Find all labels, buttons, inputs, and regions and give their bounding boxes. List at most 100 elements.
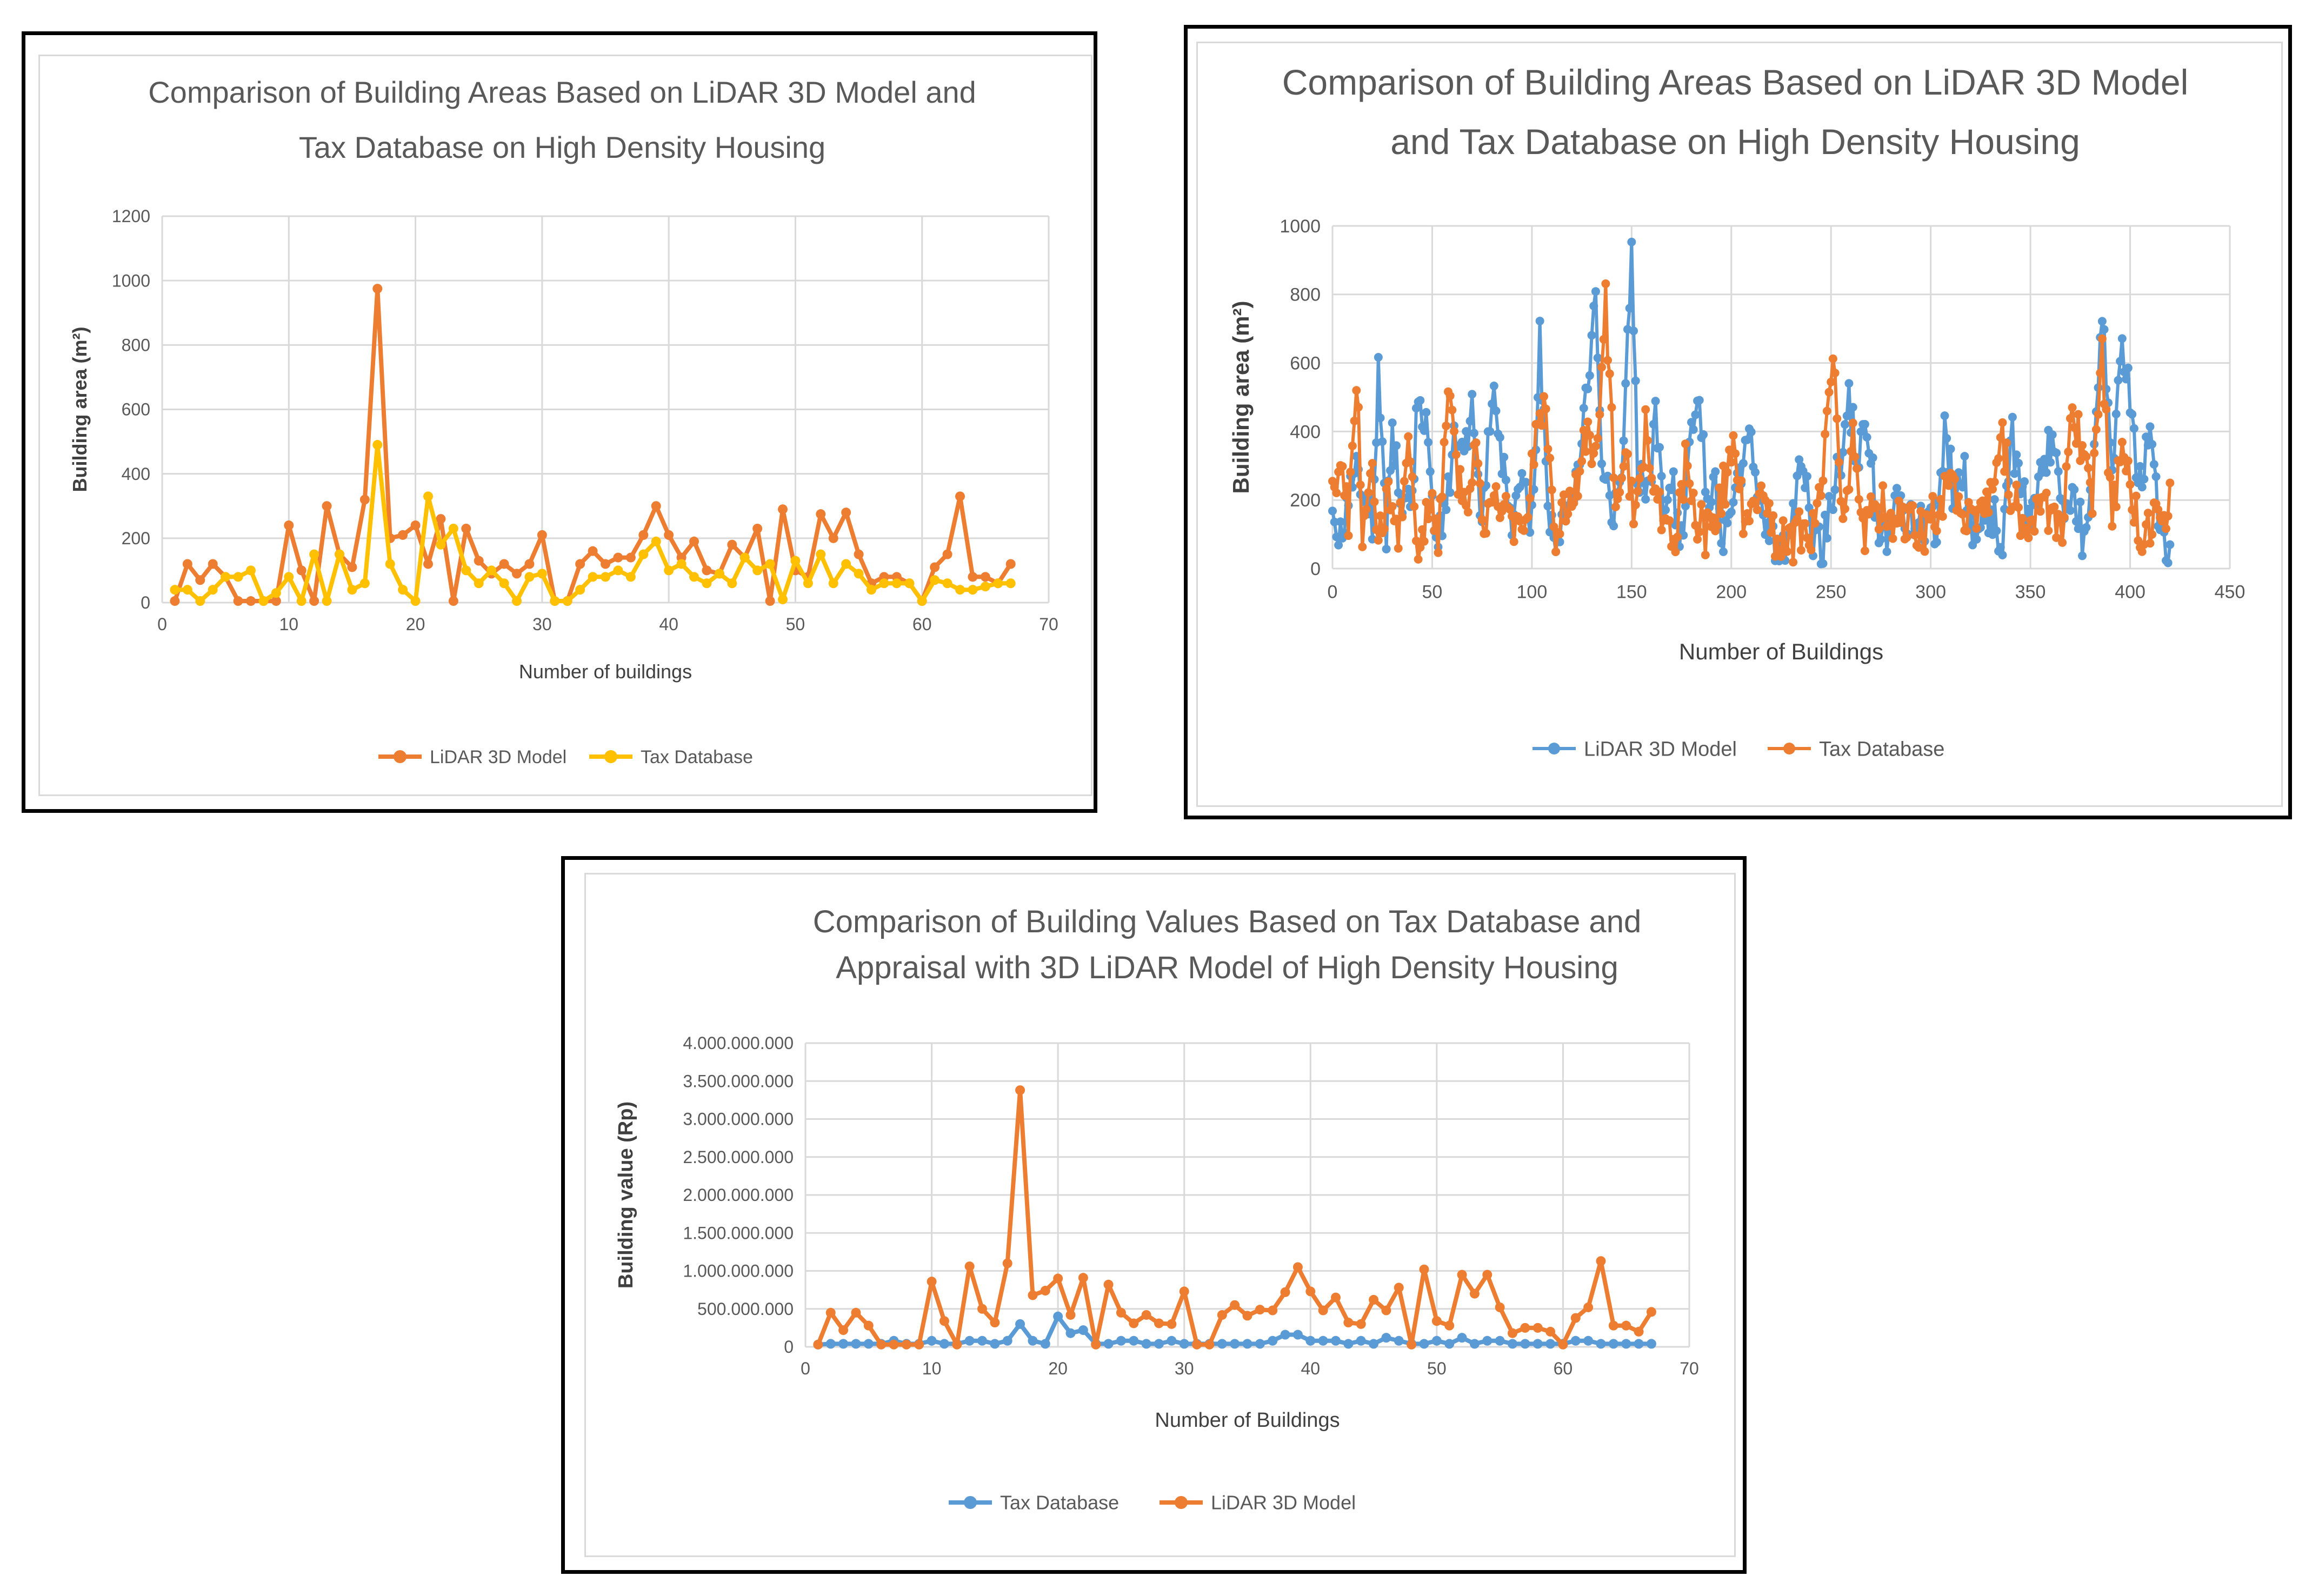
y-tick-label: 0 — [1310, 559, 1321, 579]
data-point — [1495, 1335, 1505, 1346]
data-point — [1217, 1339, 1227, 1349]
data-point — [1583, 1302, 1594, 1312]
data-point — [2111, 409, 2121, 418]
data-point — [1824, 388, 1834, 397]
data-point — [1388, 418, 1397, 428]
data-point — [2052, 448, 2061, 457]
data-point — [372, 440, 383, 450]
data-point — [1579, 404, 1588, 413]
data-point — [1356, 1335, 1366, 1346]
data-point — [1635, 474, 1644, 483]
data-point — [1972, 535, 1981, 544]
data-point — [2117, 438, 2127, 447]
data-point — [930, 562, 940, 572]
data-point — [448, 523, 458, 533]
data-point — [2042, 468, 2051, 477]
data-point — [1583, 417, 1593, 426]
data-point — [1129, 1318, 1139, 1328]
data-point — [1783, 547, 1792, 556]
data-point — [1778, 516, 1788, 525]
data-point — [752, 565, 763, 576]
data-point — [1396, 498, 1405, 507]
x-tick-label: 450 — [2215, 582, 2246, 602]
data-point — [1457, 1333, 1467, 1343]
data-point — [1331, 1292, 1341, 1303]
data-point — [1305, 1286, 1316, 1297]
data-point — [2022, 523, 2031, 532]
data-point — [1689, 425, 1698, 434]
data-point — [1116, 1335, 1126, 1346]
data-point — [1729, 431, 1738, 440]
data-point — [2004, 490, 2013, 499]
data-point — [1410, 502, 1419, 511]
data-point — [2014, 503, 2023, 512]
data-point — [322, 501, 332, 511]
data-point — [702, 578, 712, 589]
data-point — [1958, 483, 1967, 492]
data-point — [1709, 513, 1718, 522]
data-point — [1793, 471, 1802, 480]
data-point — [1764, 536, 1774, 545]
data-point — [1721, 500, 1730, 509]
data-point — [1529, 460, 1538, 469]
data-point — [1625, 492, 1634, 501]
y-tick-label: 400 — [1290, 422, 1321, 442]
data-point — [1381, 1333, 1391, 1343]
data-point — [1217, 1310, 1227, 1320]
legend-marker — [1783, 743, 1795, 754]
data-point — [1555, 529, 1564, 538]
data-point — [1540, 392, 1549, 401]
y-tick-label: 2.000.000.000 — [683, 1185, 794, 1205]
data-point — [1816, 491, 1825, 500]
data-point — [1944, 481, 1953, 490]
data-point — [1437, 492, 1447, 502]
data-point — [309, 549, 319, 559]
data-point — [1394, 544, 1403, 553]
data-point — [1369, 1339, 1379, 1349]
data-point — [1405, 457, 1415, 466]
data-point — [284, 572, 294, 582]
data-point — [1942, 434, 1951, 443]
data-point — [1685, 479, 1694, 488]
data-point — [1828, 354, 1837, 363]
data-point — [1773, 535, 1782, 544]
data-point — [2146, 422, 2155, 431]
data-point — [1938, 512, 1947, 521]
data-point — [952, 1339, 962, 1350]
data-point — [876, 1339, 887, 1350]
data-point — [1717, 509, 1726, 518]
data-point — [2151, 472, 2161, 481]
data-point — [1753, 505, 1762, 515]
data-point — [2129, 518, 2138, 527]
data-point — [1801, 519, 1810, 528]
data-point — [2166, 478, 2175, 488]
x-tick-label: 50 — [1427, 1359, 1447, 1378]
data-point — [1028, 1335, 1038, 1346]
data-point — [980, 572, 990, 582]
data-point — [1657, 472, 1666, 481]
data-point — [1818, 476, 1828, 485]
data-point — [1482, 1335, 1493, 1346]
data-point — [1280, 1287, 1290, 1297]
data-point — [1767, 528, 1776, 537]
data-point — [1793, 515, 1802, 524]
data-point — [1932, 538, 1941, 547]
chart-3: Comparison of Building Values Based on T… — [615, 904, 1699, 1514]
data-point — [1440, 438, 1449, 447]
data-point — [1332, 488, 1341, 497]
data-point — [2036, 507, 2045, 516]
data-point — [1430, 526, 1439, 535]
data-point — [1856, 427, 1865, 436]
data-point — [474, 556, 484, 566]
data-point — [752, 523, 763, 533]
data-point — [1990, 477, 1999, 486]
data-point — [2044, 526, 2053, 535]
data-point — [1407, 1339, 1417, 1350]
data-point — [942, 578, 952, 589]
data-point — [1978, 496, 1987, 505]
y-axis-label: Building area (m²) — [1228, 300, 1254, 493]
data-point — [1830, 485, 1840, 495]
y-tick-label: 200 — [1290, 490, 1321, 511]
data-point — [1551, 547, 1561, 556]
data-point — [1723, 468, 1732, 477]
